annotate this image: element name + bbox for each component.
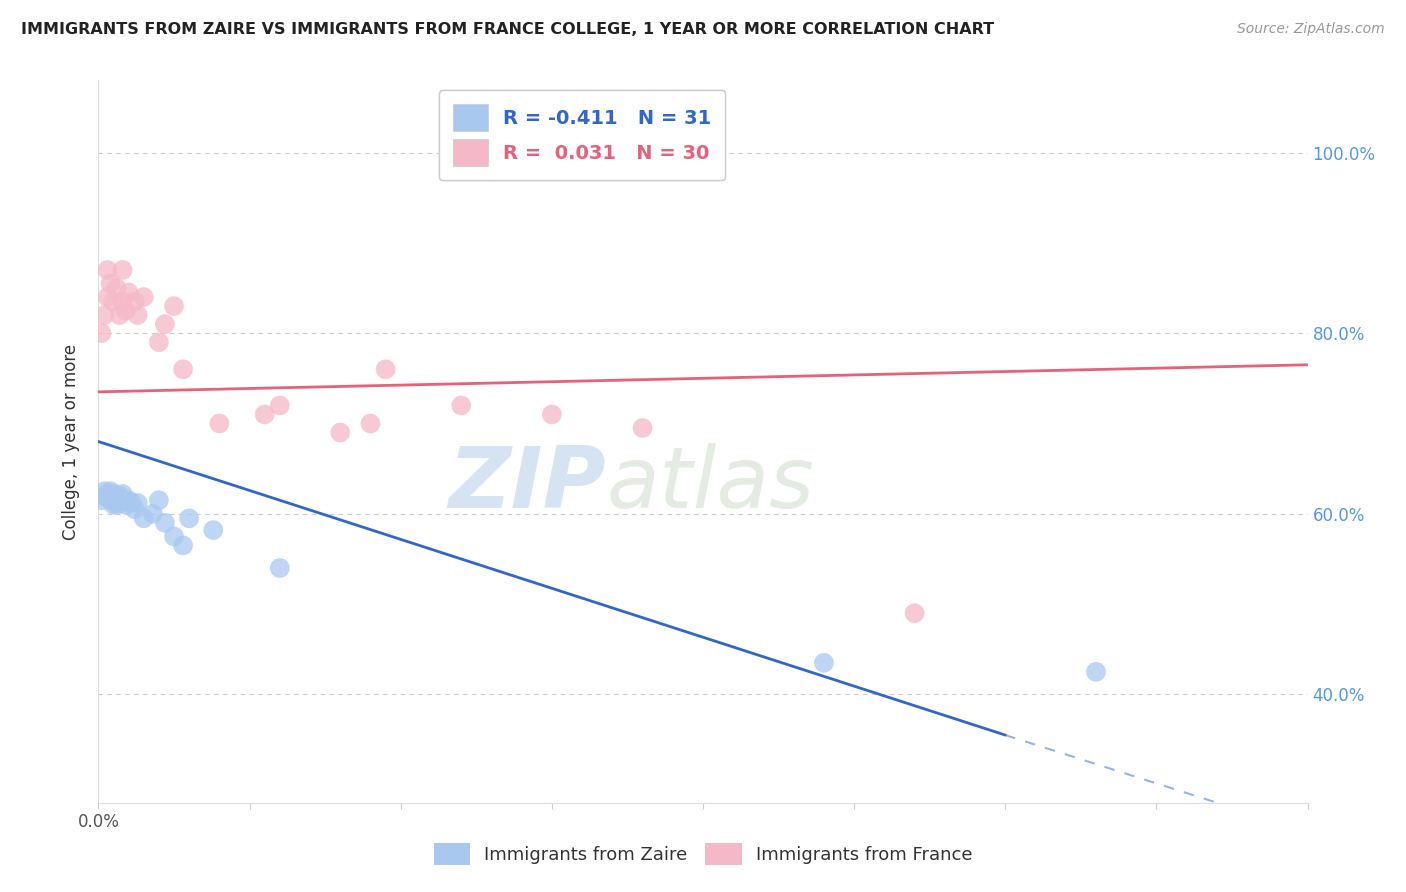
Point [118, 493, 141, 508]
Point [100, 493, 122, 508]
Point [153, 516, 176, 530]
Point [163, 529, 186, 543]
Point [96, 491, 118, 505]
Point [105, 491, 128, 505]
Point [96, 487, 118, 501]
Point [114, 498, 136, 512]
Point [93, 308, 115, 322]
Point [114, 303, 136, 318]
Point [118, 285, 141, 300]
Point [90, 493, 112, 508]
Point [103, 498, 125, 512]
Point [105, 498, 128, 512]
Point [127, 496, 149, 510]
Point [1085, 665, 1108, 679]
Point [202, 523, 225, 537]
Point [96, 290, 118, 304]
Point [108, 496, 131, 510]
Text: IMMIGRANTS FROM ZAIRE VS IMMIGRANTS FROM FRANCE COLLEGE, 1 YEAR OR MORE CORRELAT: IMMIGRANTS FROM ZAIRE VS IMMIGRANTS FROM… [21, 22, 994, 37]
Point [269, 398, 291, 412]
Point [540, 408, 562, 422]
Point [148, 493, 170, 508]
Point [111, 263, 134, 277]
Point [93, 489, 115, 503]
Point [124, 294, 146, 309]
Point [111, 493, 134, 508]
Point [172, 538, 194, 552]
Text: Source: ZipAtlas.com: Source: ZipAtlas.com [1237, 22, 1385, 37]
Point [108, 308, 131, 322]
Y-axis label: College, 1 year or more: College, 1 year or more [62, 343, 80, 540]
Point [269, 561, 291, 575]
Legend: R = -0.411   N = 31, R =  0.031   N = 30: R = -0.411 N = 31, R = 0.031 N = 30 [439, 90, 725, 180]
Point [148, 335, 170, 350]
Point [111, 294, 134, 309]
Point [904, 606, 927, 620]
Point [163, 299, 186, 313]
Point [360, 417, 382, 431]
Point [96, 263, 118, 277]
Point [253, 408, 276, 422]
Point [172, 362, 194, 376]
Point [108, 489, 131, 503]
Point [121, 496, 143, 510]
Point [631, 421, 654, 435]
Point [105, 281, 128, 295]
Point [124, 502, 146, 516]
Point [142, 507, 165, 521]
Point [374, 362, 396, 376]
Point [111, 487, 134, 501]
Point [100, 277, 122, 291]
Point [90, 326, 112, 341]
Point [93, 484, 115, 499]
Point [132, 290, 155, 304]
Point [132, 511, 155, 525]
Point [103, 487, 125, 501]
Point [208, 417, 231, 431]
Point [329, 425, 352, 440]
Point [127, 308, 149, 322]
Legend: Immigrants from Zaire, Immigrants from France: Immigrants from Zaire, Immigrants from F… [425, 834, 981, 874]
Point [450, 398, 472, 412]
Point [813, 656, 835, 670]
Point [153, 317, 176, 331]
Text: atlas: atlas [606, 443, 814, 526]
Point [103, 294, 125, 309]
Text: ZIP: ZIP [449, 443, 606, 526]
Point [179, 511, 201, 525]
Point [100, 484, 122, 499]
